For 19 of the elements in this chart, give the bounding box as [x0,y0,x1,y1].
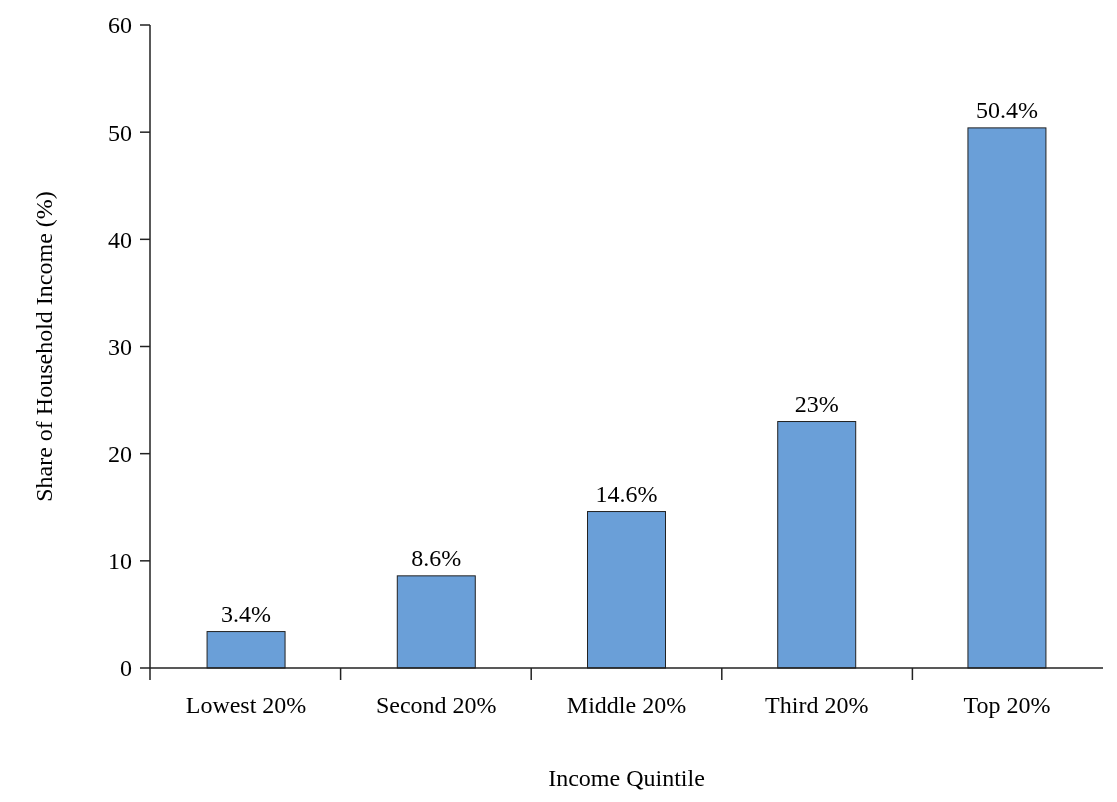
data-label: 8.6% [411,544,462,571]
data-label: 50.4% [975,96,1038,123]
y-tick-label: 10 [108,548,132,575]
y-tick-label: 20 [108,441,132,468]
data-label: 23% [794,390,839,417]
x-tick-label: Third 20% [765,692,869,718]
data-label: 14.6% [595,480,658,507]
y-axis-title: Share of Household Income (%) [31,191,57,502]
x-tick-label: Middle 20% [566,692,687,718]
x-tick-label: Lowest 20% [185,692,307,718]
y-tick-label: 40 [108,226,132,253]
data-label: 3.4% [221,600,272,627]
y-tick-label: 30 [108,333,132,360]
x-tick-label: Second 20% [375,692,497,718]
x-tick-label: Top 20% [963,692,1051,718]
y-tick-label: 50 [108,119,132,146]
y-tick-label: 60 [108,12,132,39]
x-axis-title: Income Quintile [548,765,705,791]
y-tick-label: 0 [120,655,132,682]
